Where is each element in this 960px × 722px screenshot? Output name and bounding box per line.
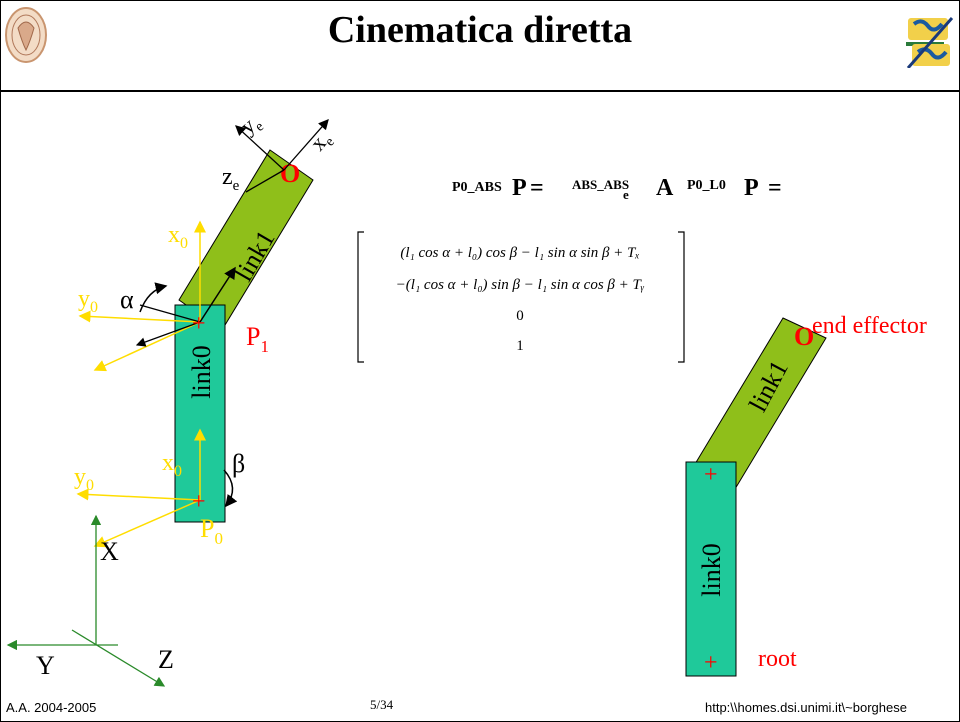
- z0-axis-upper: [93, 321, 201, 372]
- footer-year: A.A. 2004-2005: [6, 700, 97, 715]
- link0-label-right: link0: [697, 543, 726, 596]
- svg-text:=: =: [530, 175, 544, 201]
- y0-axis-upper: [78, 310, 201, 323]
- y0-label-lower: y0: [74, 464, 94, 494]
- ze-label: ze: [222, 164, 240, 194]
- alpha-label: α: [120, 285, 134, 314]
- root-marker: +: [704, 650, 718, 676]
- matrix-row-4: 1: [516, 338, 524, 354]
- xe-axis: [283, 119, 329, 171]
- origin-o-label: O: [280, 159, 300, 188]
- svg-text:A: A: [656, 175, 674, 201]
- link0-bar-right: [685, 461, 737, 677]
- ye-axis: [235, 125, 285, 171]
- matrix-row-3: 0: [516, 308, 524, 324]
- footer-page-number: 5/34: [370, 697, 394, 712]
- svg-text:P0_ABS: P0_ABS: [452, 180, 502, 195]
- world-z-axis: [71, 629, 166, 687]
- link1-y-arrow: [139, 304, 201, 323]
- svg-text:ABS_ABS: ABS_ABS: [572, 177, 629, 192]
- p0-marker: +: [192, 489, 206, 515]
- slide-title: Cinematica diretta: [327, 9, 633, 51]
- matrix-row-2: −(l₁ cos α + l₀) sin β − l₁ sin α cos β …: [396, 277, 645, 293]
- svg-text:P: P: [512, 175, 527, 201]
- ais-lab-logo: [906, 17, 954, 68]
- link1-normal-arrow: [135, 321, 201, 347]
- p1-label: P1: [246, 322, 269, 356]
- matrix-row-1: (l₁ cos α + l₀) cos β − l₁ sin α sin β +…: [400, 245, 639, 261]
- svg-text:P: P: [744, 175, 759, 201]
- alpha-arc: [139, 282, 168, 313]
- svg-text:e: e: [623, 187, 629, 202]
- link0-label: link0: [187, 345, 216, 398]
- svg-text:=: =: [768, 175, 782, 201]
- end-effector-o: O: [794, 322, 814, 351]
- beta-arc: [223, 469, 238, 508]
- matrix-left-bracket: [357, 231, 364, 363]
- root-label: root: [758, 646, 797, 672]
- x0-label-upper: x0: [168, 222, 188, 252]
- beta-label: β: [232, 449, 245, 478]
- end-effector-label: end effector: [812, 313, 927, 339]
- svg-text:P0_L0: P0_L0: [687, 178, 726, 193]
- matrix-right-bracket: [678, 231, 685, 363]
- university-seal-icon: [5, 7, 47, 63]
- y0-axis-lower: [76, 488, 201, 501]
- header-divider: [0, 90, 960, 92]
- link1-axis-arrow: [199, 266, 236, 323]
- p0-label: P0: [200, 514, 223, 548]
- xe-label: xe: [305, 126, 338, 158]
- world-z-label: Z: [158, 645, 174, 674]
- world-x-label: X: [100, 537, 119, 566]
- y0-label-upper: y0: [78, 286, 98, 316]
- world-y-label: Y: [36, 651, 55, 680]
- z0-axis-lower: [93, 499, 201, 548]
- ze-axis: [245, 169, 285, 193]
- x0-label-lower: x0: [162, 450, 182, 480]
- formula-header: P0_ABS P = ABS_ABS e A P0_L0 P =: [452, 175, 782, 202]
- footer-url[interactable]: http:\\homes.dsi.unimi.it\~borghese: [705, 700, 907, 715]
- joint-marker-right: +: [704, 462, 718, 488]
- p1-marker: +: [192, 311, 206, 337]
- ye-label: ye: [235, 109, 267, 142]
